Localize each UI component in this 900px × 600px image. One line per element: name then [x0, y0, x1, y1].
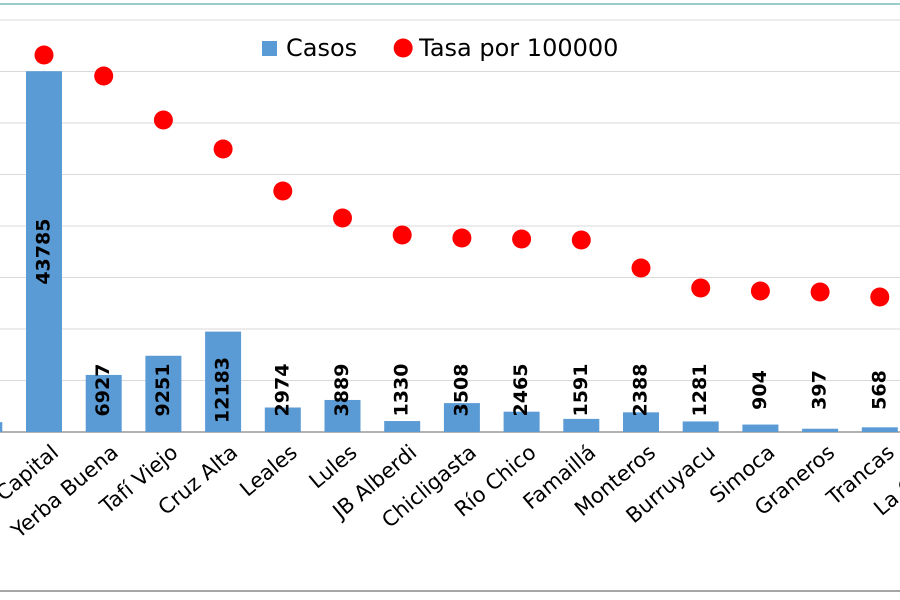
- bar: [384, 421, 421, 432]
- dot: [750, 281, 770, 301]
- value-label: 1591: [570, 364, 592, 417]
- legend-label: Tasa por 100000: [418, 34, 618, 62]
- value-label: 2974: [271, 364, 293, 417]
- dot: [631, 258, 651, 278]
- dot: [213, 139, 233, 159]
- bar: [145, 355, 182, 432]
- value-label: 904: [749, 370, 771, 410]
- value-label: 43785: [33, 219, 55, 285]
- legend-swatch: [393, 38, 413, 58]
- dot: [333, 208, 352, 228]
- dot: [571, 230, 591, 250]
- bar: [324, 399, 361, 432]
- dot: [153, 110, 173, 130]
- bar: [0, 422, 3, 432]
- bar: [682, 421, 719, 432]
- bar: [802, 428, 839, 432]
- dot: [810, 282, 830, 302]
- bar: [205, 331, 242, 432]
- value-label: 9251: [152, 364, 174, 417]
- value-label: 1330: [391, 364, 413, 417]
- value-label: 3889: [331, 364, 353, 417]
- bar: [85, 374, 122, 432]
- value-label: 3508: [450, 364, 472, 417]
- dot: [691, 278, 711, 298]
- dot: [34, 45, 54, 65]
- dot: [392, 225, 412, 245]
- bar: [623, 412, 659, 432]
- dot: [512, 229, 532, 249]
- bar: [861, 427, 898, 432]
- value-label: 12183: [212, 357, 234, 423]
- legend-label: Casos: [286, 34, 357, 62]
- dot: [94, 66, 114, 86]
- bar: [443, 403, 480, 432]
- dot: [273, 181, 293, 201]
- bar: [563, 418, 600, 432]
- bar: [264, 407, 301, 432]
- value-label: 1281: [689, 364, 711, 417]
- dot: [452, 228, 472, 248]
- bar: [503, 411, 540, 432]
- dot: [870, 287, 890, 307]
- value-label: 2465: [510, 364, 532, 417]
- value-label: 6927: [92, 364, 114, 417]
- bar: [26, 71, 62, 432]
- value-label: 568: [868, 370, 890, 410]
- value-label: 397: [809, 370, 831, 410]
- legend: Casos Tasa por 100000: [262, 34, 618, 62]
- bar: [742, 424, 779, 432]
- value-label: 2388: [630, 364, 652, 417]
- legend-swatch: [262, 41, 277, 56]
